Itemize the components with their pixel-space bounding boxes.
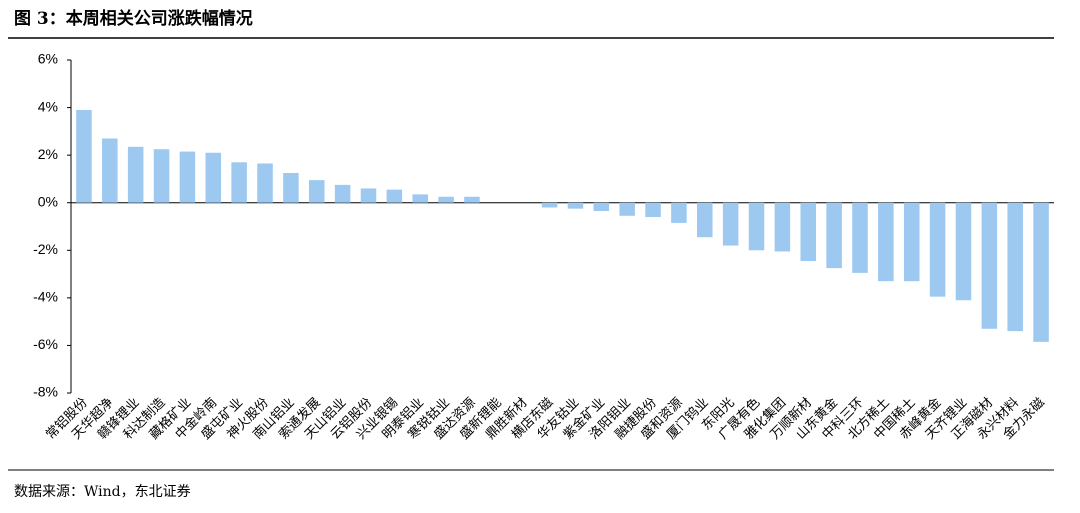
bar bbox=[1033, 202, 1049, 342]
bar bbox=[929, 202, 946, 297]
y-tick-label: 2% bbox=[38, 146, 58, 162]
bar bbox=[826, 202, 842, 269]
y-tick-label: 0% bbox=[38, 193, 58, 209]
bar bbox=[981, 202, 998, 329]
y-tick-label: -2% bbox=[33, 241, 58, 257]
bar bbox=[464, 196, 480, 203]
bar bbox=[102, 138, 118, 203]
bar bbox=[619, 202, 635, 216]
bar bbox=[567, 202, 584, 209]
source: 数据来源：Wind，东北证券 bbox=[14, 484, 191, 500]
bar bbox=[127, 146, 144, 203]
bar bbox=[800, 202, 817, 261]
bar bbox=[722, 202, 739, 246]
chart-title: 图 3：本周相关公司涨跌幅情况 bbox=[14, 8, 253, 29]
y-tick-label: 6% bbox=[38, 51, 58, 67]
y-tick-label: -8% bbox=[33, 384, 58, 400]
y-tick-label: 4% bbox=[38, 98, 58, 114]
bar bbox=[360, 188, 377, 203]
bar bbox=[955, 202, 972, 301]
bar bbox=[903, 202, 920, 282]
bar bbox=[438, 196, 454, 203]
bar bbox=[541, 202, 558, 208]
bar bbox=[179, 151, 196, 203]
bar bbox=[308, 180, 325, 203]
y-tick-label: -4% bbox=[33, 289, 58, 305]
bar bbox=[205, 152, 222, 203]
bar bbox=[593, 202, 610, 212]
bar bbox=[231, 162, 247, 203]
bar bbox=[748, 202, 765, 251]
bar bbox=[697, 202, 713, 238]
bar bbox=[671, 202, 687, 223]
bar bbox=[852, 202, 868, 273]
bar bbox=[76, 109, 92, 203]
y-tick-label: -6% bbox=[33, 336, 58, 352]
bar bbox=[283, 172, 299, 203]
bar bbox=[257, 163, 273, 203]
bar bbox=[334, 184, 351, 203]
bar bbox=[386, 189, 403, 203]
bar bbox=[412, 194, 428, 203]
bar bbox=[1007, 202, 1023, 332]
bar bbox=[878, 202, 894, 282]
bar bbox=[645, 202, 661, 217]
bar bbox=[774, 202, 791, 252]
bar bbox=[153, 149, 170, 203]
